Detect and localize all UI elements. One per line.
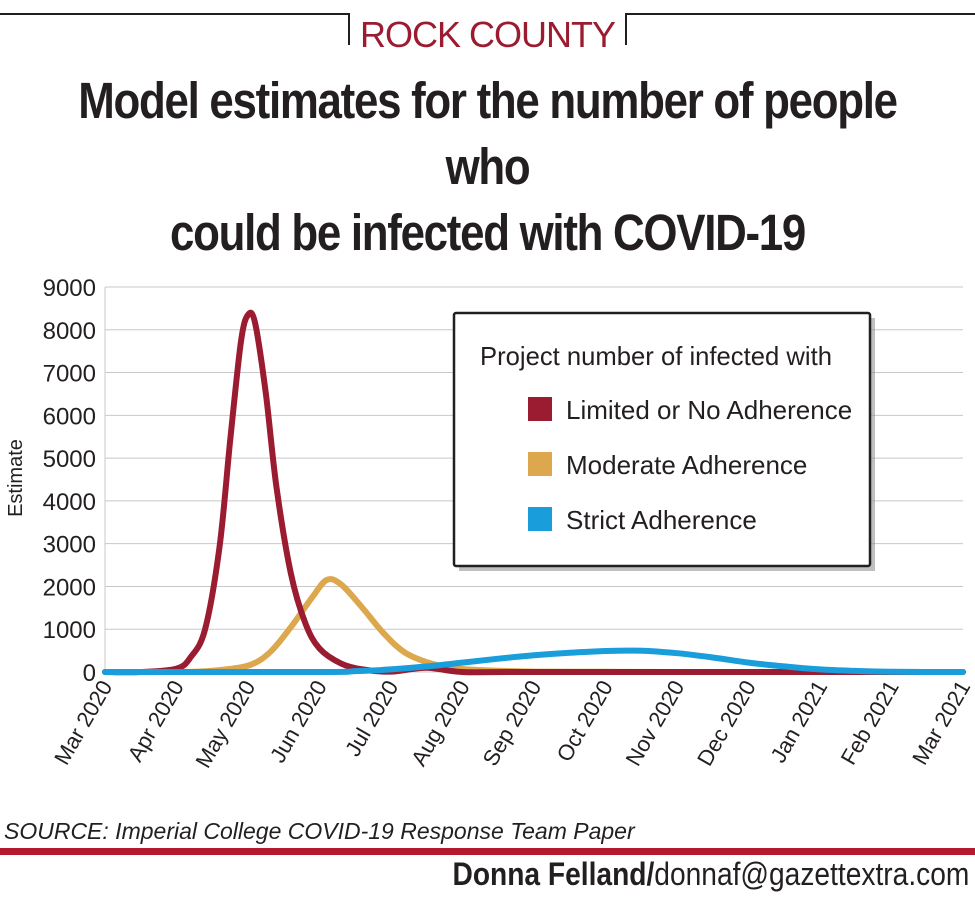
legend-box bbox=[452, 311, 872, 568]
series-line-strict-adherence bbox=[102, 647, 966, 676]
legend-label: Limited or No Adherence bbox=[566, 395, 852, 425]
credit-line: Donna Felland/donnaf@gazettextra.com bbox=[452, 856, 969, 893]
kicker-label: ROCK COUNTY bbox=[359, 14, 616, 55]
x-tick-label: Feb 2021 bbox=[836, 676, 904, 769]
y-tick-label: 1000 bbox=[43, 617, 96, 644]
credit-email: donnaf@gazettextra.com bbox=[653, 856, 969, 892]
kicker-rule-left bbox=[0, 13, 350, 15]
x-tick-label: Apr 2020 bbox=[123, 676, 189, 766]
x-tick-label: Jul 2020 bbox=[340, 676, 403, 761]
kicker-rule-right bbox=[625, 13, 975, 15]
y-axis-ticks: 0 1000 2000 3000 4000 5000 6000 7000 8000 9000 bbox=[43, 275, 96, 687]
x-tick-label: Aug 2020 bbox=[406, 676, 475, 770]
y-tick-label: 8000 bbox=[43, 318, 96, 345]
footer-rule bbox=[0, 848, 975, 855]
x-tick-label: Oct 2020 bbox=[552, 676, 618, 766]
legend-label: Moderate Adherence bbox=[566, 450, 807, 480]
x-tick-label: Jan 2021 bbox=[765, 676, 832, 767]
legend: Project number of infected with Limited … bbox=[452, 311, 875, 571]
x-tick-label: Nov 2020 bbox=[621, 676, 690, 770]
x-tick-label: Dec 2020 bbox=[692, 676, 761, 770]
x-tick-label: May 2020 bbox=[190, 676, 260, 772]
y-tick-label: 5000 bbox=[43, 446, 96, 473]
x-tick-label: Mar 2021 bbox=[907, 676, 975, 769]
kicker-rule-right-tick bbox=[625, 13, 627, 45]
page-title-line-1: Model estimates for the number of people… bbox=[78, 72, 898, 195]
y-axis-label: Estimate bbox=[5, 439, 27, 517]
page-title-line-2: could be infected with COVID-19 bbox=[169, 204, 806, 261]
page-title: Model estimates for the number of people… bbox=[68, 68, 907, 266]
x-tick-label: Sep 2020 bbox=[478, 676, 547, 770]
legend-title: Project number of infected with bbox=[480, 341, 832, 371]
line-chart: 0 1000 2000 3000 4000 5000 6000 7000 8000 9000 Ma… bbox=[5, 275, 975, 772]
series-line-limited-or-no-adherence bbox=[102, 309, 966, 676]
y-tick-label: 3000 bbox=[43, 532, 96, 559]
credit-name: Donna Felland/ bbox=[452, 856, 654, 892]
source-note: SOURCE: Imperial College COVID-19 Respon… bbox=[4, 818, 635, 844]
kicker-rule-left-tick bbox=[348, 13, 350, 45]
x-tick-label: Jun 2020 bbox=[265, 676, 332, 767]
legend-label: Strict Adherence bbox=[566, 505, 757, 535]
series-lines bbox=[102, 309, 966, 676]
y-tick-label: 6000 bbox=[43, 403, 96, 430]
legend-swatch bbox=[528, 397, 552, 421]
legend-swatch bbox=[528, 507, 552, 531]
y-tick-label: 4000 bbox=[43, 489, 96, 516]
legend-swatch bbox=[528, 452, 552, 476]
y-tick-label: 7000 bbox=[43, 361, 96, 388]
x-tick-label: Mar 2020 bbox=[49, 676, 117, 769]
y-tick-label: 0 bbox=[83, 660, 96, 687]
y-tick-label: 2000 bbox=[43, 574, 96, 601]
y-tick-label: 9000 bbox=[43, 275, 96, 302]
x-axis-ticks: Mar 2020 Apr 2020 May 2020 Jun 2020 Jul 2020… bbox=[49, 676, 975, 772]
